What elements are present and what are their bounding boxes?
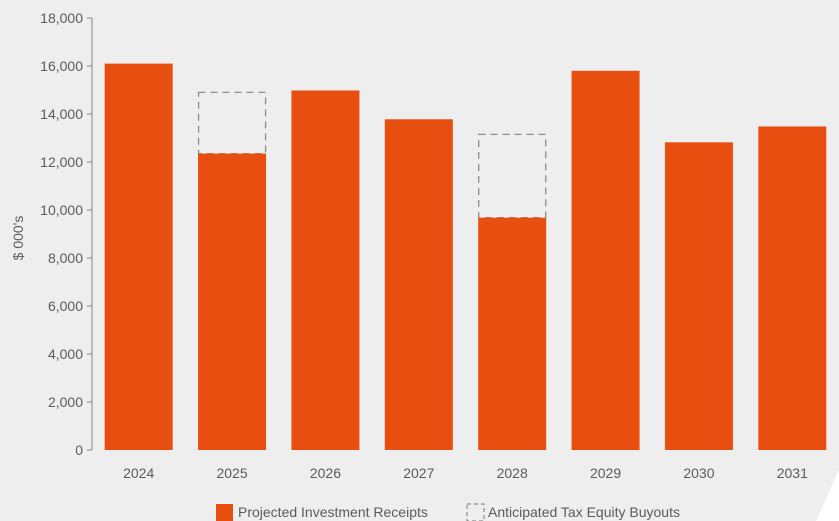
x-tick-label: 2031 — [777, 465, 808, 481]
legend-swatch-receipts — [216, 504, 233, 521]
y-tick-label: 16,000 — [40, 58, 83, 74]
y-axis: 0 2,000 4,000 6,000 8,000 10,000 12,000 14,000 1… — [40, 10, 93, 458]
x-tick-label: 2030 — [683, 465, 714, 481]
bar-investment-receipts — [571, 70, 640, 451]
y-axis-title: $ 000's — [10, 216, 26, 261]
y-tick-label: 12,000 — [40, 154, 83, 170]
legend-swatch-buyouts — [466, 503, 485, 521]
plot-area — [104, 63, 827, 451]
x-tick-label: 2025 — [216, 465, 247, 481]
y-tick-label: 6,000 — [48, 298, 83, 314]
x-tick-label: 2024 — [123, 465, 154, 481]
y-tick-label: 0 — [75, 442, 83, 458]
legend-label-receipts: Projected Investment Receipts — [238, 504, 428, 520]
bar-investment-receipts — [198, 153, 267, 450]
x-axis: 2024 2025 2026 2027 2028 2029 2030 2031 — [123, 465, 808, 481]
legend: Projected Investment Receipts Anticipate… — [216, 503, 680, 521]
bar-tax-equity-buyout — [478, 133, 547, 219]
bar-tax-equity-buyout — [197, 91, 267, 155]
y-tick-label: 18,000 — [40, 10, 83, 26]
bar-investment-receipts — [384, 119, 453, 450]
legend-label-buyouts: Anticipated Tax Equity Buyouts — [488, 504, 680, 520]
bar-investment-receipts — [664, 142, 733, 450]
y-tick-label: 2,000 — [48, 394, 83, 410]
bar-investment-receipts — [291, 90, 360, 450]
x-tick-label: 2028 — [497, 465, 528, 481]
y-tick-label: 4,000 — [48, 346, 83, 362]
bar-investment-receipts — [104, 63, 173, 450]
y-tick-label: 8,000 — [48, 250, 83, 266]
x-tick-label: 2029 — [590, 465, 621, 481]
bar-investment-receipts — [758, 126, 827, 450]
y-tick-label: 10,000 — [40, 202, 83, 218]
x-tick-label: 2026 — [310, 465, 341, 481]
bar-investment-receipts — [478, 217, 547, 450]
corner-decoration — [816, 470, 839, 521]
x-tick-label: 2027 — [403, 465, 434, 481]
y-tick-label: 14,000 — [40, 106, 83, 122]
